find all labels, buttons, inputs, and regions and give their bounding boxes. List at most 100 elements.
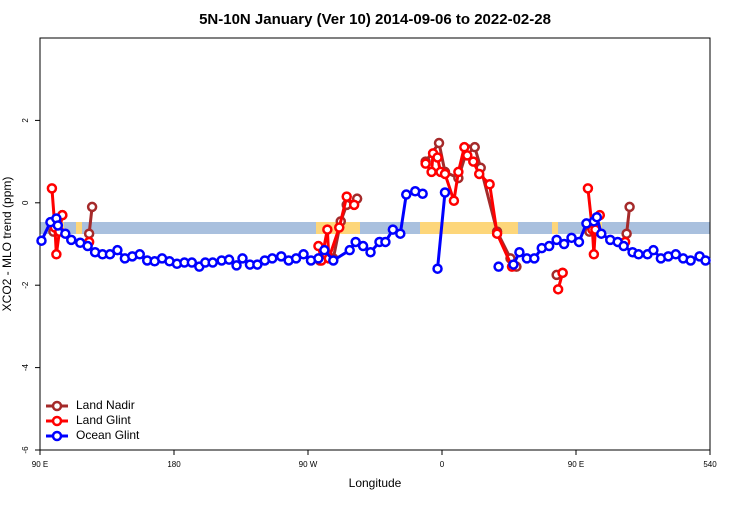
data-point xyxy=(104,249,116,260)
data-point xyxy=(237,253,248,264)
data-point xyxy=(473,168,485,180)
data-point xyxy=(267,253,278,264)
chart-title: 5N-10N January (Ver 10) 2014-09-06 to 20… xyxy=(199,11,551,28)
data-point xyxy=(344,244,355,256)
data-point xyxy=(83,228,95,239)
data-point xyxy=(36,235,47,246)
x-tick-label: 540 xyxy=(703,460,717,469)
data-point xyxy=(459,141,470,153)
data-point xyxy=(624,201,635,213)
data-point xyxy=(112,244,123,256)
x-tick-label: 0 xyxy=(440,460,445,469)
data-point xyxy=(484,179,495,190)
data-point xyxy=(573,236,585,248)
y-tick-label: 2 xyxy=(21,118,30,123)
data-point xyxy=(207,257,218,268)
y-tick-label: -4 xyxy=(21,363,30,371)
data-point xyxy=(566,232,577,244)
data-point xyxy=(322,224,333,235)
x-tick-label: 90 E xyxy=(32,460,48,469)
ocean-band xyxy=(40,222,710,234)
data-point xyxy=(618,240,629,252)
data-point xyxy=(231,260,242,271)
data-point xyxy=(552,284,564,295)
land-ocean-band xyxy=(40,222,710,234)
data-point xyxy=(52,220,64,231)
data-point xyxy=(275,251,287,262)
y-tick-label: -2 xyxy=(21,281,30,289)
land-patch xyxy=(552,222,558,234)
x-tick-label: 90 E xyxy=(568,460,584,469)
data-point xyxy=(551,234,562,246)
data-point xyxy=(380,236,391,248)
data-point xyxy=(341,191,352,202)
y-axis-label: XCO2 - MLO trend (ppm) xyxy=(0,177,14,312)
legend-label: Ocean Glint xyxy=(76,428,140,442)
data-point xyxy=(621,228,632,239)
legend-marker xyxy=(51,400,63,412)
data-point xyxy=(328,255,339,266)
data-point xyxy=(432,152,443,163)
data-point xyxy=(334,222,345,233)
x-tick-label: 180 xyxy=(167,460,181,469)
land-patch xyxy=(420,222,518,234)
data-point xyxy=(60,228,71,239)
y-tick-label: -6 xyxy=(21,446,30,454)
data-point xyxy=(514,246,525,258)
data-point xyxy=(348,199,360,211)
legend-marker xyxy=(51,415,63,427)
data-point xyxy=(633,249,644,260)
data-point xyxy=(365,246,376,258)
data-point xyxy=(685,255,696,266)
legend-label: Land Glint xyxy=(76,413,131,427)
data-point xyxy=(491,228,503,239)
data-point xyxy=(66,234,77,246)
data-point xyxy=(401,189,412,200)
data-point xyxy=(252,259,263,270)
legend-label: Land Nadir xyxy=(76,398,135,412)
data-point xyxy=(439,187,451,198)
data-point xyxy=(529,253,540,264)
data-point xyxy=(290,253,302,264)
data-point xyxy=(508,259,519,270)
data-point xyxy=(86,201,98,213)
data-point xyxy=(588,249,600,260)
data-point xyxy=(453,166,464,178)
data-point xyxy=(591,211,603,223)
data-point xyxy=(223,254,235,265)
data-point xyxy=(350,236,361,248)
data-point xyxy=(493,261,504,272)
data-point xyxy=(134,249,146,260)
data-point xyxy=(582,183,594,194)
data-point xyxy=(543,240,555,252)
data-point xyxy=(426,166,437,178)
x-tick-label: 90 W xyxy=(299,460,318,469)
legend-marker xyxy=(51,430,63,442)
data-point xyxy=(46,183,58,194)
data-point xyxy=(420,158,431,169)
data-point xyxy=(469,141,481,153)
data-point xyxy=(432,263,443,274)
x-axis-label: Longitude xyxy=(349,476,402,490)
data-point xyxy=(186,257,198,268)
data-point xyxy=(558,238,570,250)
data-point xyxy=(298,249,309,260)
data-point xyxy=(387,224,399,235)
data-point xyxy=(448,195,460,206)
data-point xyxy=(319,244,330,256)
data-point xyxy=(433,137,445,149)
data-point xyxy=(468,156,479,167)
data-point xyxy=(557,267,568,279)
data-point xyxy=(395,228,406,239)
y-tick-label: 0 xyxy=(21,200,30,205)
data-point xyxy=(596,228,607,239)
data-point xyxy=(648,244,659,256)
data-point xyxy=(700,255,711,266)
data-point xyxy=(439,168,451,180)
data-point xyxy=(82,240,93,252)
data-point xyxy=(462,150,473,161)
data-point xyxy=(357,240,369,252)
data-point xyxy=(51,249,62,260)
land-patch xyxy=(76,222,82,234)
